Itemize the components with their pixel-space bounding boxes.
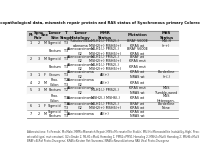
Text: Mutation: Mutation xyxy=(128,33,147,37)
Text: M: M xyxy=(43,112,46,116)
Bar xyxy=(27,79,178,86)
Text: T3: T3 xyxy=(64,65,68,69)
Text: 1: 1 xyxy=(30,41,32,45)
Text: MLH1(-) PMS2(-): MLH1(-) PMS2(-) xyxy=(91,88,119,92)
Text: Adenocarcinoma: Adenocarcinoma xyxy=(66,96,94,100)
Text: MLH1(-) PMS2(-)
MSH2(+) MSH6(+): MLH1(-) PMS2(-) MSH2(+) MSH6(+) xyxy=(89,63,121,71)
Text: BRAF wt
KRAS wt: BRAF wt KRAS wt xyxy=(130,102,144,110)
Text: T3
T3: T3 T3 xyxy=(64,110,68,118)
Text: MSI-H
(++): MSI-H (++) xyxy=(161,39,172,48)
Bar xyxy=(27,71,178,79)
Text: Sigmoid: Sigmoid xyxy=(48,104,61,108)
Text: KRAS mut
NRAS wt: KRAS mut NRAS wt xyxy=(129,86,146,95)
Text: BRAF wt
KRAS mut: BRAF wt KRAS mut xyxy=(129,55,146,63)
Text: Adenocarcinoma: Adenocarcinoma xyxy=(66,112,94,116)
Text: Rectum: Rectum xyxy=(48,88,61,92)
Text: MLH1(-) PMS2(-)
MSH2(+) MSH6(+): MLH1(-) PMS2(-) MSH2(+) MSH6(+) xyxy=(89,102,121,110)
Text: Cecum: Cecum xyxy=(49,73,60,77)
Text: Pt: Pt xyxy=(28,33,33,37)
Text: MLH1(-) PMS2(-)
MSH2(+) MSH6(+): MLH1(-) PMS2(-) MSH2(+) MSH6(+) xyxy=(89,55,121,63)
Text: MLH1(-) PMS2(-)
MSH2(+) MSH6(+): MLH1(-) PMS2(-) MSH2(+) MSH6(+) xyxy=(89,39,121,48)
Text: Adenocarcinoma
G2: Adenocarcinoma G2 xyxy=(66,102,94,110)
Text: KRAS wt: KRAS wt xyxy=(130,80,144,84)
Text: 6: 6 xyxy=(30,104,32,108)
Text: M: M xyxy=(43,41,46,45)
Text: 2: 2 xyxy=(37,112,39,116)
Text: T3: T3 xyxy=(64,73,68,77)
Text: Rectum: Rectum xyxy=(48,65,61,69)
Text: T3: T3 xyxy=(64,41,68,45)
Text: Borderline
(+/-): Borderline (+/-) xyxy=(158,70,175,79)
Text: Tubulovillous
adenoma: Tubulovillous adenoma xyxy=(70,39,91,48)
Bar xyxy=(27,110,178,118)
Text: T3: T3 xyxy=(64,57,68,61)
Text: 7: 7 xyxy=(30,112,32,116)
Text: Adenocarcinoma
G2: Adenocarcinoma G2 xyxy=(66,70,94,79)
Bar xyxy=(27,63,178,71)
Text: 2: 2 xyxy=(37,80,39,84)
Text: M: M xyxy=(43,88,46,92)
Bar xyxy=(27,40,178,47)
Text: Adenocarcinoma
G2: Adenocarcinoma G2 xyxy=(66,63,94,71)
Text: F: F xyxy=(44,104,46,108)
Text: M: M xyxy=(43,80,46,84)
Text: M: M xyxy=(43,57,46,61)
Bar xyxy=(27,55,178,63)
Text: 4: 4 xyxy=(30,80,32,84)
Text: KRAS wt
NRAS wt: KRAS wt NRAS wt xyxy=(130,110,145,118)
Text: Rectum: Rectum xyxy=(48,49,61,53)
Text: F: F xyxy=(44,73,46,77)
Text: 3: 3 xyxy=(37,88,39,92)
Text: T3
T3: T3 T3 xyxy=(64,102,68,110)
Text: Prox.
Colon: Prox. Colon xyxy=(50,78,59,87)
Text: 5: 5 xyxy=(30,88,32,92)
Text: 1: 1 xyxy=(37,104,39,108)
Text: Sigmoid: Sigmoid xyxy=(48,41,61,45)
Text: Table 1: Clinicopathological data, mismatch repair protein and RAS status of Syn: Table 1: Clinicopathological data, misma… xyxy=(0,21,200,25)
Text: BRAF V600E
KRAS wt: BRAF V600E KRAS wt xyxy=(127,39,148,48)
Text: MLH1(-) PMS2(-)
MSH2(+) MSH6(+): MLH1(-) PMS2(-) MSH2(+) MSH6(+) xyxy=(89,47,121,56)
Text: 2: 2 xyxy=(37,41,39,45)
Text: Adenocarcinoma
G2: Adenocarcinoma G2 xyxy=(66,78,94,87)
Text: Tumor
Histology: Tumor Histology xyxy=(70,31,91,40)
Bar xyxy=(27,47,178,55)
Text: All(+): All(+) xyxy=(100,73,110,77)
Text: MSH2(-) MSH6(-): MSH2(-) MSH6(-) xyxy=(91,96,120,100)
Text: MSS
Tumble-weed: MSS Tumble-weed xyxy=(155,86,178,95)
Text: BRAF V600E
KRAS wt: BRAF V600E KRAS wt xyxy=(127,47,148,56)
Text: T3: T3 xyxy=(64,96,68,100)
Text: Prox.
Colon: Prox. Colon xyxy=(50,94,59,103)
Text: T2: T2 xyxy=(64,88,68,92)
Text: KRAS wt: KRAS wt xyxy=(130,96,144,100)
Text: T3: T3 xyxy=(64,49,68,53)
Text: MSS
Heterogen.: MSS Heterogen. xyxy=(157,94,176,103)
Text: 1: 1 xyxy=(37,73,39,77)
Text: All(+): All(+) xyxy=(100,80,110,84)
Text: MSS
Status: MSS Status xyxy=(159,31,174,40)
Text: Adenocarcinoma
G2: Adenocarcinoma G2 xyxy=(66,47,94,56)
Bar xyxy=(27,94,178,102)
Text: 3: 3 xyxy=(37,57,39,61)
Text: All(+): All(+) xyxy=(100,112,110,116)
Text: 3: 3 xyxy=(30,73,32,77)
Text: T2
T3: T2 T3 xyxy=(64,78,68,87)
Text: Abbreviations: F=Female; M=Male; MMR=Mismatch Repair; MSS=Microsatellite Stable;: Abbreviations: F=Female; M=Male; MMR=Mis… xyxy=(27,130,200,143)
Text: KRAS wt
NRAS wt: KRAS wt NRAS wt xyxy=(130,70,145,79)
Bar xyxy=(27,102,178,110)
Text: Sync
Pair: Sync Pair xyxy=(33,31,44,40)
Text: Tumor
Site: Tumor Site xyxy=(48,31,62,40)
Bar xyxy=(27,86,178,94)
Text: Sigmoid: Sigmoid xyxy=(48,57,61,61)
Text: Borderline
None: Borderline None xyxy=(158,102,175,110)
Text: Sigmoid
Rectum: Sigmoid Rectum xyxy=(48,110,61,118)
Text: KRAS mut: KRAS mut xyxy=(129,65,146,69)
Text: T
Stage: T Stage xyxy=(60,31,72,40)
Text: Adenocarcinoma
G2: Adenocarcinoma G2 xyxy=(66,55,94,63)
Text: MMR
Status: MMR Status xyxy=(98,31,112,40)
Text: Adenocarcinoma
G2: Adenocarcinoma G2 xyxy=(66,86,94,95)
Text: 2: 2 xyxy=(30,57,32,61)
Bar xyxy=(27,31,178,40)
Text: Sex: Sex xyxy=(41,33,49,37)
